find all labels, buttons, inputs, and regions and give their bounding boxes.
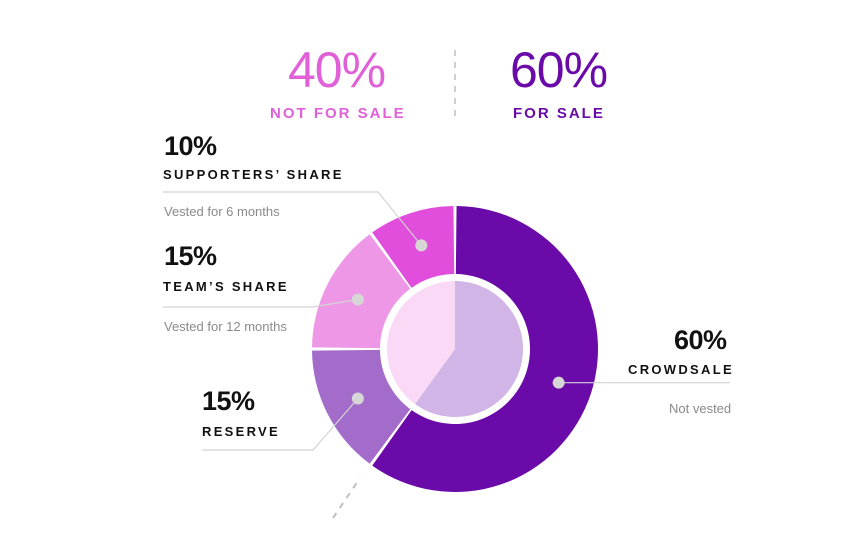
team-note: Vested for 12 months	[164, 319, 287, 334]
team-label: TEAM’S SHARE	[163, 279, 289, 294]
supporters-percent: 10%	[164, 131, 217, 161]
slice-reserve	[312, 349, 411, 464]
supporters-note: Vested for 6 months	[164, 204, 280, 219]
slice-team-s-share	[312, 234, 411, 349]
dot-team	[351, 293, 364, 306]
dot-crowdsale	[552, 376, 565, 389]
dot-reserve	[351, 392, 364, 405]
inner-slice-for-sale	[415, 281, 523, 417]
crowdsale-label: CROWDSALE	[628, 362, 734, 377]
for-sale-percent: 60%	[510, 42, 608, 98]
dot-supporters	[415, 239, 428, 252]
leader-team	[163, 298, 358, 308]
reserve-label: RESERVE	[202, 424, 280, 439]
not-for-sale-label: NOT FOR SALE	[270, 105, 406, 122]
leader-reserve	[202, 398, 359, 451]
team-percent: 15%	[164, 241, 217, 271]
for-sale-label: FOR SALE	[513, 105, 605, 122]
not-for-sale-percent: 40%	[288, 42, 386, 98]
slice-supporters-share	[372, 206, 455, 288]
slice-crowdsale	[372, 206, 599, 493]
reserve-percent: 15%	[202, 386, 255, 416]
bottom-dashed-line	[332, 477, 361, 519]
leader-supporters	[163, 191, 422, 246]
inner-slice-not-for-sale	[386, 281, 455, 405]
supporters-label: SUPPORTERS’ SHARE	[163, 167, 344, 182]
crowdsale-note: Not vested	[669, 401, 732, 416]
crowdsale-percent: 60%	[674, 325, 727, 355]
